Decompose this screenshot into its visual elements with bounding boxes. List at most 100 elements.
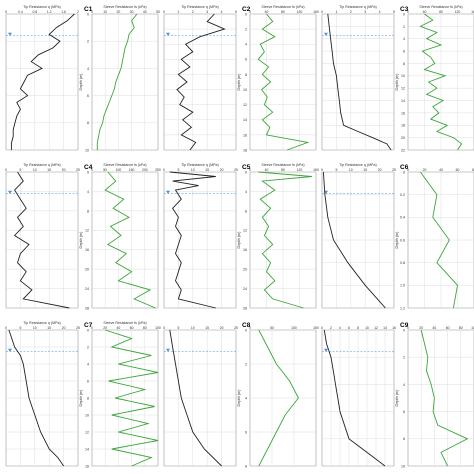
- depth-tick-label: 4: [87, 362, 89, 366]
- tip-x-tick-label: 8: [357, 326, 359, 330]
- panel-label: C6: [400, 164, 409, 171]
- depth-tick-label: 0: [87, 170, 89, 174]
- sleeve-x-tick-label: 80: [143, 326, 147, 330]
- panel-label: C3: [400, 6, 409, 13]
- depth-tick-label: 0: [87, 328, 89, 332]
- depth-tick-label: 12: [401, 87, 405, 91]
- depth-tick-label: 20: [243, 268, 247, 272]
- tip-resistance-axis-title: Tip Resistance q (MPa): [23, 321, 60, 325]
- depth-tick-label: 14: [243, 118, 247, 122]
- sleeve-x-tick-label: 50: [156, 10, 160, 14]
- tip-resistance-line: [323, 329, 386, 467]
- sleeve-x-tick-label: 250: [155, 168, 161, 172]
- depth-tick-label: 2: [87, 40, 89, 44]
- cpt-panel-c2: Tip Resistance q (MPa) Sleeve Resistance …: [163, 5, 319, 152]
- tip-x-tick-label: 15: [363, 168, 367, 172]
- depth-axis-label: Depth (m): [237, 389, 241, 407]
- panel-label: C9: [400, 322, 409, 329]
- depth-tick-label: 14: [85, 447, 89, 451]
- sleeve-resistance-line: [105, 329, 159, 467]
- depth-tick-label: 16: [401, 111, 405, 115]
- sleeve-resistance-axis-title: Sleeve Resistance fs (kPa): [261, 5, 304, 9]
- tip-x-tick-label: 4: [339, 326, 341, 330]
- sleeve-x-tick-label: 150: [129, 168, 135, 172]
- depth-tick-label: 20: [85, 268, 89, 272]
- tip-x-tick-label: 2: [350, 10, 352, 14]
- sleeve-resistance-axis-title: Sleeve Resistance fs (kPa): [103, 5, 146, 9]
- tip-resistance-axis-title: Tip Resistance q (MPa): [339, 5, 376, 9]
- depth-tick-label: 4: [403, 383, 405, 387]
- depth-tick-label: 6: [87, 379, 89, 383]
- tip-resistance-line: [13, 171, 70, 309]
- sleeve-x-tick-label: 20: [419, 326, 423, 330]
- depth-tick-label: 10: [85, 413, 89, 417]
- tip-x-tick-label: 0.8: [32, 10, 37, 14]
- depth-tick-label: 12: [243, 103, 247, 107]
- depth-tick-label: 0: [403, 12, 405, 16]
- tip-resistance-axis-title: Tip Resistance q (MPa): [181, 163, 218, 167]
- tip-resistance-line: [8, 329, 64, 467]
- depth-axis-label: Depth (m): [237, 73, 241, 91]
- sleeve-x-tick-label: 10: [103, 10, 107, 14]
- sleeve-x-tick-label: 80: [459, 326, 463, 330]
- water-table-icon: [8, 348, 12, 352]
- tip-x-tick-label: 15: [47, 326, 51, 330]
- depth-tick-label: 12: [85, 430, 89, 434]
- tip-x-tick-label: 1.6: [61, 10, 66, 14]
- tip-x-tick-label: 0: [5, 326, 7, 330]
- sleeve-x-tick-label: 40: [423, 10, 427, 14]
- sleeve-resistance-axis-title: Sleeve Resistance fs (kPa): [103, 321, 146, 325]
- sleeve-x-tick-label: 0: [407, 168, 409, 172]
- tip-plot-frame: [163, 171, 237, 309]
- panel-label: C8: [242, 322, 251, 329]
- tip-x-tick-label: 5: [235, 10, 237, 14]
- depth-tick-label: 10: [243, 88, 247, 92]
- tip-resistance-axis-title: Tip Resistance q (MPa): [23, 5, 60, 9]
- depth-tick-label: 8: [245, 209, 247, 213]
- depth-axis-label: Depth (m): [237, 231, 241, 249]
- tip-x-tick-label: 10: [33, 168, 37, 172]
- depth-tick-label: 1.0: [400, 284, 405, 288]
- depth-tick-label: 0.8: [400, 261, 405, 265]
- sleeve-x-tick-label: 160: [313, 168, 319, 172]
- sleeve-x-tick-label: 150: [313, 326, 319, 330]
- sleeve-x-tick-label: 200: [142, 168, 148, 172]
- depth-tick-label: 4: [245, 396, 247, 400]
- depth-tick-label: 4: [87, 190, 89, 194]
- sleeve-x-tick-label: 100: [471, 326, 474, 330]
- depth-tick-label: 24: [243, 287, 247, 291]
- sleeve-resistance-line: [419, 13, 463, 151]
- depth-tick-label: 6: [245, 58, 247, 62]
- tip-x-tick-label: 4: [379, 10, 381, 14]
- sleeve-x-tick-label: 0: [91, 326, 93, 330]
- sleeve-x-tick-label: 0: [249, 326, 251, 330]
- depth-tick-label: 22: [401, 148, 405, 152]
- tip-x-tick-label: 5: [19, 168, 21, 172]
- tip-x-tick-label: 20: [220, 168, 224, 172]
- tip-x-tick-label: 0: [5, 168, 7, 172]
- sleeve-plot-frame: [91, 171, 159, 309]
- sleeve-x-tick-label: 80: [439, 10, 443, 14]
- tip-x-tick-label: 5: [393, 10, 395, 14]
- tip-resistance-axis-title: Tip Resistance q (MPa): [339, 163, 376, 167]
- tip-x-tick-label: 10: [191, 326, 195, 330]
- sleeve-x-tick-label: 80: [281, 10, 285, 14]
- depth-tick-label: 16: [85, 248, 89, 252]
- sleeve-resistance-line: [96, 13, 138, 150]
- sleeve-resistance-line: [420, 329, 469, 467]
- cpt-panel-c7: Tip Resistance q (MPa) Sleeve Resistance …: [5, 321, 161, 468]
- sleeve-x-tick-label: 120: [455, 10, 461, 14]
- tip-x-tick-label: 15: [47, 168, 51, 172]
- tip-x-tick-label: 2: [77, 10, 79, 14]
- depth-tick-label: 4: [87, 67, 89, 71]
- depth-axis-label: Depth (m): [79, 389, 83, 407]
- sleeve-plot-frame: [407, 329, 474, 467]
- sleeve-x-tick-label: 40: [265, 10, 269, 14]
- depth-tick-label: 0.6: [400, 238, 405, 242]
- tip-x-tick-label: 1.2: [47, 10, 52, 14]
- tip-x-tick-label: 25: [392, 168, 396, 172]
- tip-plot-frame: [5, 171, 79, 309]
- depth-tick-label: 2: [87, 345, 89, 349]
- depth-tick-label: 8: [87, 396, 89, 400]
